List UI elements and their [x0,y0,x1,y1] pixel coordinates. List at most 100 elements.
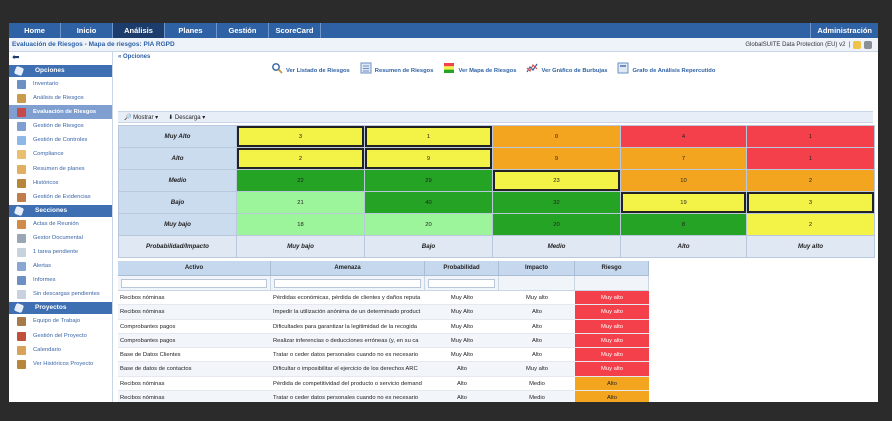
matrix-cell[interactable]: 20 [364,213,493,236]
header-impacto[interactable]: Impacto [499,261,575,275]
section-icon [13,303,25,314]
user-icon[interactable] [864,41,872,49]
link-risk-list[interactable]: Ver Listado de Riesgos [271,62,350,74]
filter-amenaza[interactable] [274,279,421,288]
sidebar-item-calendar[interactable]: Calendario [9,343,112,357]
table-row[interactable]: Recibos nóminas Tratar o ceder datos pers… [118,391,649,402]
sidebar-item-risk-management[interactable]: Gestión de Riesgos [9,119,112,133]
sidebar-section-proyectos[interactable]: Proyectos [9,302,112,315]
cell-amenaza: Dificultades para garantizar la legitimi… [273,323,418,330]
sidebar-item-document-manager[interactable]: Gestor Documental [9,231,112,245]
sidebar-item-inventory[interactable]: Inventario [9,77,112,91]
matrix-cell[interactable]: 29 [364,169,493,192]
sidebar-item-team[interactable]: Equipo de Trabajo [9,314,112,328]
sidebar-section-secciones[interactable]: Secciones [9,204,112,217]
link-analysis-graph[interactable]: Grafo de Análisis Repercutido [617,62,715,74]
search-list-icon [272,63,283,74]
options-toggle[interactable]: « Opciones [118,54,151,60]
nav-scorecard[interactable]: ScoreCard [269,23,321,38]
filter-probabilidad[interactable] [428,279,495,288]
matrix-cell[interactable]: 2 [236,147,365,170]
compliance-icon [17,150,26,160]
grid-header: Activo Amenaza Probabilidad Impacto Ries… [118,261,649,276]
matrix-cell[interactable]: 2 [746,213,875,236]
table-row[interactable]: Recibos nóminas Pérdidas económicas, pérd… [118,291,649,306]
nav-home[interactable]: Home [9,23,61,38]
cell-riesgo: Muy alto [575,291,649,305]
cell-amenaza: Dificultar o imposibilitar el ejercicio … [273,366,418,373]
table-row[interactable]: Comprobantes pagos Dificultades para gara… [118,319,649,334]
link-bubble-chart[interactable]: Ver Gráfico de Burbujas [526,62,607,74]
matrix-cell[interactable]: 1 [746,147,875,170]
back-arrow-icon[interactable]: ⬅ [12,52,20,62]
cell-riesgo: Muy alto [575,348,649,362]
matrix-cell[interactable]: 20 [492,213,621,236]
nav-inicio[interactable]: Inicio [61,23,113,38]
header-amenaza[interactable]: Amenaza [271,261,425,275]
cell-activo: Recibos nóminas [120,380,165,387]
matrix-cell[interactable]: 3 [746,191,875,214]
matrix-cell[interactable]: 18 [236,213,365,236]
sidebar-item-downloads[interactable]: Sin descargas pendientes [9,287,112,301]
matrix-cell[interactable]: 9 [492,147,621,170]
sidebar-item-plans-summary[interactable]: Resumen de planes [9,162,112,176]
matrix-cell[interactable]: 4 [620,125,747,148]
matrix-cell[interactable]: 8 [620,213,747,236]
sidebar-item-meeting-minutes[interactable]: Actas de Reunión [9,217,112,231]
cell-amenaza: Pérdida de competitividad del producto o… [273,380,422,387]
sidebar-item-reports[interactable]: Informes [9,273,112,287]
matrix-cell[interactable]: 1 [364,125,493,148]
nav-analisis[interactable]: Análisis [113,23,165,38]
sidebar-item-history[interactable]: Históricos [9,176,112,190]
matrix-cell[interactable]: 22 [236,169,365,192]
matrix-cell[interactable]: 1 [746,125,875,148]
sidebar-item-project-management[interactable]: Gestión del Proyecto [9,329,112,343]
nav-gestion[interactable]: Gestión [217,23,269,38]
matrix-cell[interactable]: 10 [620,169,747,192]
link-risk-map[interactable]: Ver Mapa de Riesgos [443,62,516,74]
table-row[interactable]: Base de Datos Clientes Tratar o ceder dat… [118,348,649,363]
sidebar-item-project-history[interactable]: Ver Históricos Proyecto [9,357,112,371]
table-row[interactable]: Comprobantes pagos Realizar inferencias o… [118,333,649,349]
help-icon[interactable] [853,41,861,49]
header-riesgo[interactable]: Riesgo [575,261,649,275]
matrix-cell[interactable]: 19 [620,191,747,214]
sidebar-item-evidence[interactable]: Gestión de Evidencias [9,190,112,204]
sidebar-item-label: Equipo de Trabajo [33,318,81,325]
link-risk-summary[interactable]: Resumen de Riesgos [360,62,433,74]
cell-amenaza: Pérdidas económicas, pérdida de clientes… [273,295,421,301]
header-probabilidad[interactable]: Probabilidad [425,261,499,275]
risk-evaluation-icon [17,108,26,118]
cell-riesgo: Muy alto [575,333,649,348]
nav-administracion[interactable]: Administración [810,23,878,38]
download-menu[interactable]: ⬇ Descarga ▾ [168,114,206,121]
matrix-cell[interactable]: 40 [364,191,493,214]
matrix-cell[interactable]: 23 [492,169,621,192]
sidebar-item-risk-evaluation[interactable]: Evaluación de Riesgos [9,105,112,120]
matrix-cell[interactable]: 7 [620,147,747,170]
matrix-cell[interactable]: 3 [236,125,365,148]
sidebar-section-opciones[interactable]: Opciones [9,65,112,77]
matrix-cell[interactable]: 0 [492,125,621,148]
header-activo[interactable]: Activo [118,261,271,275]
matrix-cell[interactable]: 32 [492,191,621,214]
matrix-cell[interactable]: 9 [364,147,493,170]
table-row[interactable]: Base de datos de contactos Dificultar o i… [118,362,649,377]
sidebar-item-risk-analysis[interactable]: Análisis de Riesgos [9,91,112,105]
sidebar-item-alerts[interactable]: Alertas [9,259,112,273]
filter-activo[interactable] [121,279,267,288]
downloads-icon [17,290,26,300]
sidebar-item-compliance[interactable]: Compliance [9,147,112,161]
sidebar-item-controls[interactable]: Gestión de Controles [9,133,112,147]
reports-icon [17,276,26,286]
matrix-cell[interactable]: 21 [236,191,365,214]
table-row[interactable]: Recibos nóminas Impedir la utilización an… [118,305,649,320]
nav-planes[interactable]: Planes [165,23,217,38]
sidebar-item-pending-task[interactable]: 1 tarea pendiente [9,245,112,259]
matrix-cell[interactable]: 2 [746,169,875,192]
show-menu[interactable]: 🔎 Mostrar ▾ [124,114,159,121]
grid-filters [118,276,649,291]
view-links: Ver Listado de Riesgos Resumen de Riesgo… [271,62,715,74]
cell-activo: Base de Datos Clientes [120,352,181,359]
table-row[interactable]: Recibos nóminas Pérdida de competitividad… [118,376,649,392]
